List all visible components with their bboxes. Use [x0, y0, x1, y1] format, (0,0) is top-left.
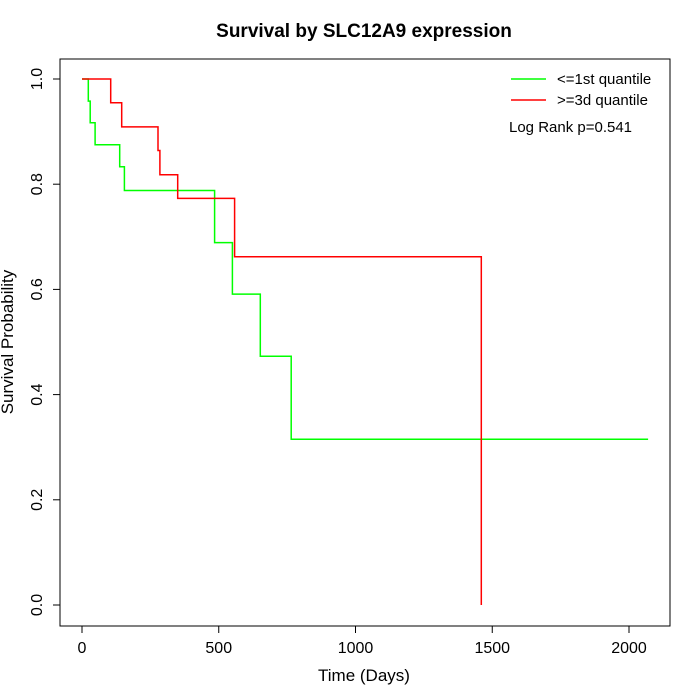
series-layer [82, 78, 649, 605]
y-axis-label: Survival Probability [0, 269, 17, 414]
y-tick-label: 0.2 [29, 489, 46, 511]
x-tick-label: 1500 [474, 640, 510, 657]
y-tick-label: 1.0 [29, 68, 46, 90]
y-axis: 0.0 0.2 0.4 0.6 0.8 1.0 [29, 68, 61, 616]
y-tick-label: 0.8 [29, 173, 46, 195]
legend-label-high: >=3d quantile [557, 92, 648, 109]
x-axis-label: Time (Days) [318, 666, 410, 685]
x-tick-label: 500 [205, 640, 232, 657]
series-line-low-quantile [82, 78, 649, 441]
x-axis: 0 500 1000 1500 2000 [78, 625, 647, 657]
y-tick-label: 0.0 [29, 594, 46, 616]
series-line-high-quantile [82, 78, 483, 605]
legend-label-low: <=1st quantile [557, 71, 651, 88]
y-tick-label: 0.6 [29, 278, 46, 300]
x-tick-label: 0 [78, 640, 87, 657]
x-tick-label: 1000 [338, 640, 374, 657]
x-tick-label: 2000 [611, 640, 647, 657]
plot-frame [59, 58, 671, 627]
legend: <=1st quantile >=3d quantile [511, 71, 651, 109]
log-rank-annotation: Log Rank p=0.541 [509, 119, 632, 136]
y-tick-label: 0.4 [29, 383, 46, 405]
chart-title: Survival by SLC12A9 expression [216, 21, 512, 42]
